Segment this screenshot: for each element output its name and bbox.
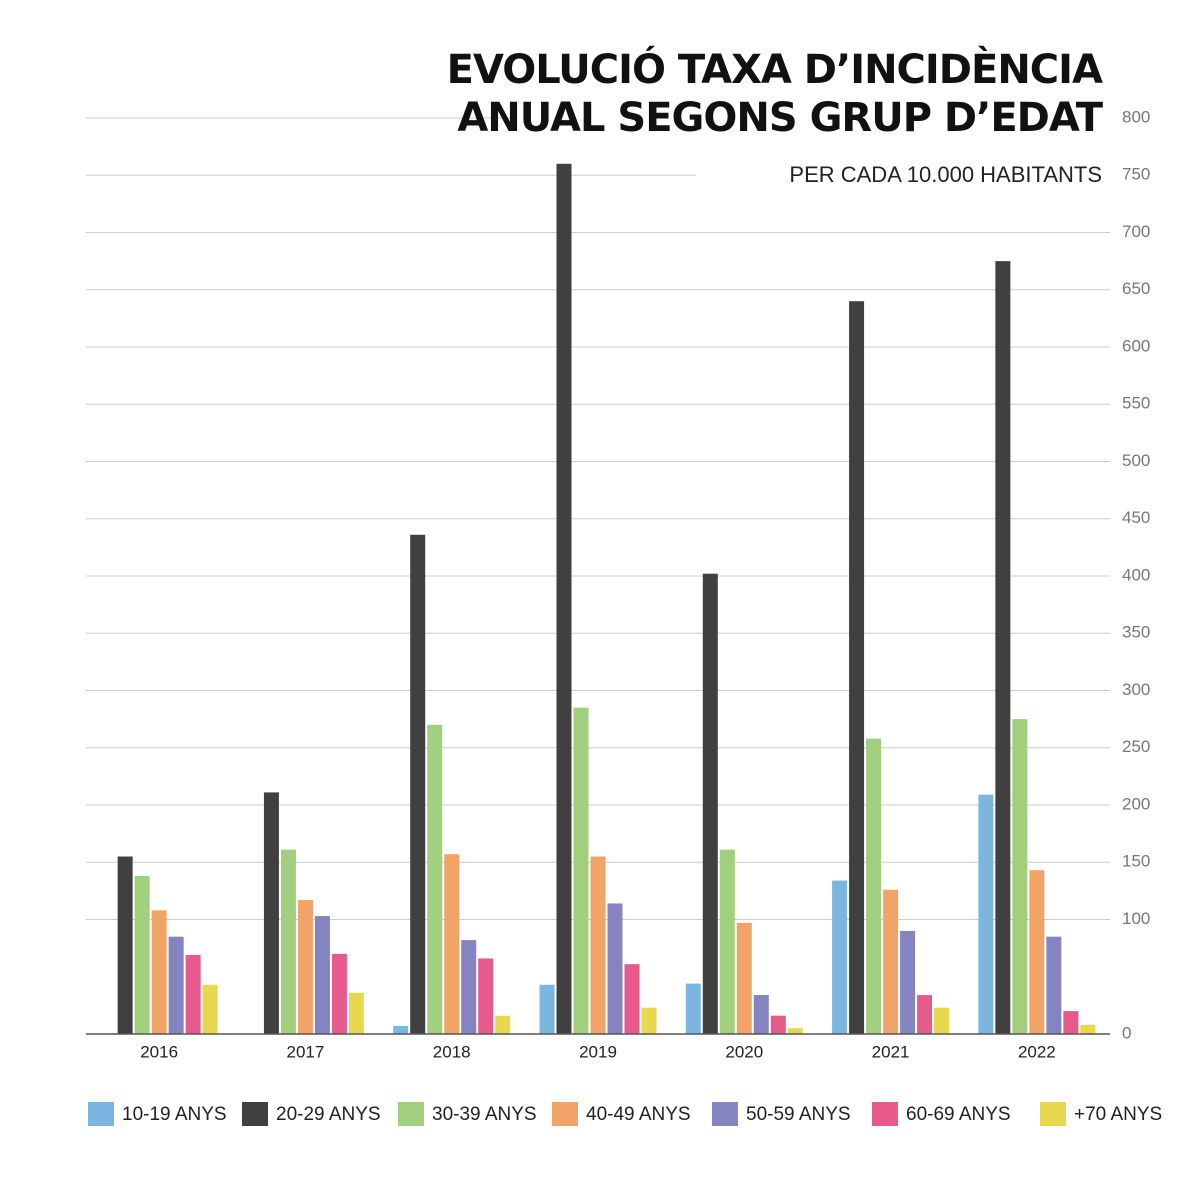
bar xyxy=(787,1028,803,1034)
bar xyxy=(849,301,865,1034)
bar xyxy=(753,995,769,1034)
bar xyxy=(1012,719,1028,1034)
y-tick-label: 500 xyxy=(1122,451,1150,470)
bar xyxy=(427,724,443,1034)
y-tick-label: 300 xyxy=(1122,680,1150,699)
legend-label: 30-39 ANYS xyxy=(432,1104,537,1125)
bar xyxy=(1046,936,1062,1034)
bar xyxy=(151,910,167,1034)
x-tick-label: 2021 xyxy=(872,1042,910,1061)
legend-swatch xyxy=(872,1102,898,1126)
bar xyxy=(556,163,572,1035)
y-tick-label: 350 xyxy=(1122,623,1150,642)
bar xyxy=(314,916,330,1034)
y-tick-label: 400 xyxy=(1122,565,1150,584)
y-tick-label: 0 xyxy=(1122,1023,1131,1042)
legend-label: 50-59 ANYS xyxy=(746,1104,851,1125)
bar xyxy=(624,964,640,1034)
bar xyxy=(495,1015,511,1034)
y-tick-label: 550 xyxy=(1122,394,1150,413)
bar xyxy=(444,854,460,1034)
bar xyxy=(263,792,279,1034)
title-backdrop xyxy=(510,40,1110,140)
y-tick-label: 650 xyxy=(1122,279,1150,298)
y-tick-label: 700 xyxy=(1122,222,1150,241)
bar xyxy=(1029,870,1045,1034)
x-tick-label: 2016 xyxy=(140,1042,178,1061)
bar xyxy=(917,995,933,1034)
bar xyxy=(685,983,701,1034)
bar xyxy=(539,984,555,1034)
x-tick-label: 2018 xyxy=(433,1042,471,1061)
y-tick-label: 250 xyxy=(1122,737,1150,756)
bar xyxy=(1080,1024,1096,1034)
legend-swatch xyxy=(88,1102,114,1126)
bar xyxy=(607,903,623,1034)
legend-swatch xyxy=(552,1102,578,1126)
bar xyxy=(866,738,882,1034)
bar xyxy=(719,849,735,1034)
x-tick-label: 2017 xyxy=(287,1042,325,1061)
y-tick-label: 750 xyxy=(1122,165,1150,184)
legend-label: 10-19 ANYS xyxy=(122,1104,227,1125)
bar xyxy=(168,936,184,1034)
bar xyxy=(590,856,606,1034)
bar xyxy=(280,849,296,1034)
bar xyxy=(331,953,347,1034)
foreground: 0 100 150 200 250 300 350 400 450 500 550 600 650 700… xyxy=(86,107,1162,1126)
x-tick-label: 2020 xyxy=(725,1042,763,1061)
bar xyxy=(995,261,1011,1034)
y-tick-label: 100 xyxy=(1122,909,1150,928)
bar xyxy=(202,984,218,1034)
bar xyxy=(702,573,718,1034)
bar xyxy=(770,1015,786,1034)
bars xyxy=(117,163,1096,1035)
bar xyxy=(410,534,426,1034)
bar xyxy=(883,889,899,1034)
legend-swatch xyxy=(398,1102,424,1126)
bar xyxy=(573,707,589,1034)
legend-label: 60-69 ANYS xyxy=(906,1104,1011,1125)
bar xyxy=(978,794,994,1034)
chart-title: EVOLUCIÓ TAXA D’INCIDÈNCIA xyxy=(447,45,1103,93)
bar xyxy=(478,958,494,1034)
chart-title: ANUAL SEGONS GRUP D’EDAT xyxy=(457,95,1103,141)
legend-label: 40-49 ANYS xyxy=(586,1104,691,1125)
chart-subtitle: PER CADA 10.000 HABITANTS xyxy=(789,162,1102,187)
bar xyxy=(900,930,916,1034)
grid xyxy=(86,117,1110,1035)
legend-swatch xyxy=(1040,1102,1066,1126)
bar xyxy=(297,900,313,1034)
bar xyxy=(736,922,752,1034)
legend-swatch xyxy=(242,1102,268,1126)
x-tick-label: 2022 xyxy=(1018,1042,1056,1061)
bar xyxy=(117,856,133,1034)
bar xyxy=(641,1007,657,1034)
bar xyxy=(832,880,848,1034)
bar xyxy=(934,1007,950,1034)
y-tick-label: 800 xyxy=(1122,107,1150,126)
bar xyxy=(393,1025,409,1034)
bar xyxy=(134,875,150,1034)
x-tick-label: 2019 xyxy=(579,1042,617,1061)
bar xyxy=(185,954,201,1034)
bar xyxy=(348,992,364,1034)
bar xyxy=(1063,1011,1079,1034)
y-tick-label: 200 xyxy=(1122,794,1150,813)
subtitle-backdrop xyxy=(696,150,1110,198)
bar xyxy=(461,940,477,1034)
y-tick-label: 150 xyxy=(1122,852,1150,871)
y-tick-label: 600 xyxy=(1122,336,1150,355)
legend-label: 20-29 ANYS xyxy=(276,1104,381,1125)
y-tick-label: 450 xyxy=(1122,508,1150,527)
legend-swatch xyxy=(712,1102,738,1126)
legend-label: +70 ANYS xyxy=(1074,1104,1162,1125)
